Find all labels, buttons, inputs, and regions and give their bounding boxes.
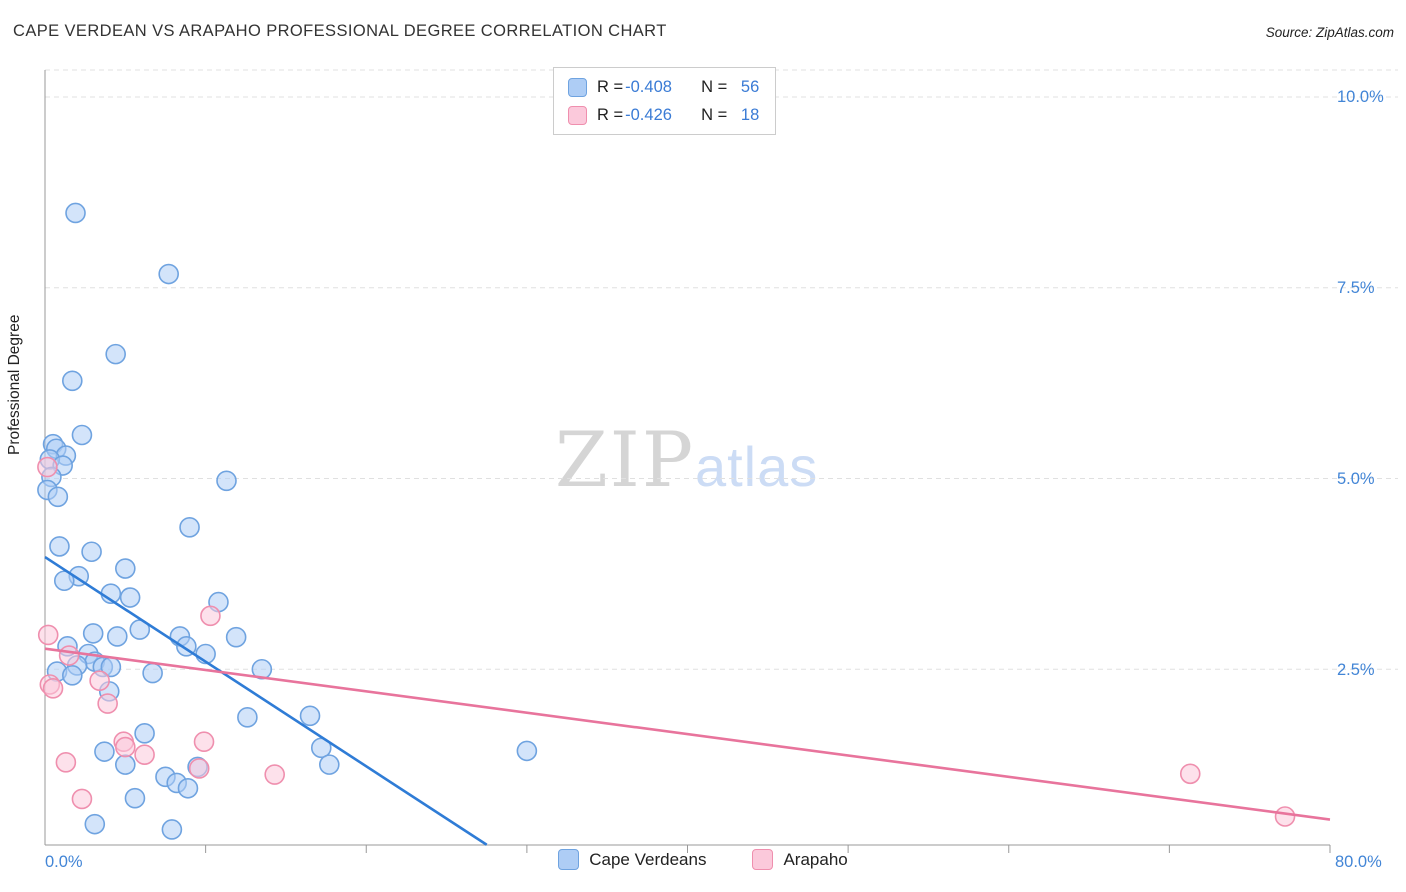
r-label: R = (597, 77, 624, 96)
page-title: CAPE VERDEAN VS ARAPAHO PROFESSIONAL DEG… (13, 22, 667, 40)
n-value: 18 (740, 105, 760, 124)
pink-swatch-icon (568, 105, 587, 125)
n-label: N = (701, 77, 728, 96)
y-tick-7-5: 7.5% (1337, 279, 1375, 297)
pink-swatch-icon (752, 849, 774, 870)
n-label: N = (701, 105, 728, 124)
y-tick-10: 10.0% (1337, 88, 1384, 106)
legend-label: Cape Verdeans (589, 849, 707, 869)
r-value: -0.408 (625, 77, 672, 96)
r-label: R = (597, 105, 624, 124)
x-tick-max: 80.0% (1335, 853, 1382, 871)
series-legend: Cape Verdeans Arapaho (0, 849, 1406, 870)
stats-row-arapaho: R = -0.426 N = 18 (568, 103, 759, 127)
r-value: -0.426 (625, 105, 672, 124)
stats-row-cape-verdeans: R = -0.408 N = 56 (568, 75, 759, 99)
blue-swatch-icon (568, 77, 587, 97)
source-attribution: Source: ZipAtlas.com (1265, 25, 1394, 40)
x-tick-min: 0.0% (45, 853, 83, 871)
legend-label: Arapaho (783, 849, 848, 869)
header: CAPE VERDEAN VS ARAPAHO PROFESSIONAL DEG… (0, 0, 1406, 56)
y-tick-5: 5.0% (1337, 470, 1375, 488)
legend-item-arapaho: Arapaho (752, 849, 848, 870)
n-value: 56 (740, 77, 760, 96)
blue-swatch-icon (558, 849, 580, 870)
legend-item-cape-verdeans: Cape Verdeans (558, 849, 706, 870)
y-tick-2-5: 2.5% (1337, 661, 1375, 679)
stats-legend: R = -0.408 N = 56 R = -0.426 N = 18 (553, 67, 777, 135)
